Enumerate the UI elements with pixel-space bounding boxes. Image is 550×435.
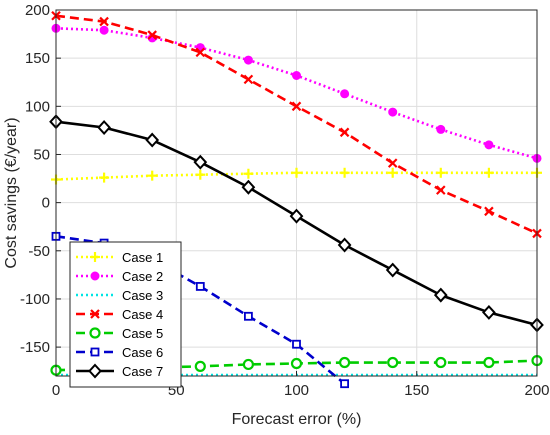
y-tick-label: -100 [20, 291, 50, 308]
data-point [339, 127, 350, 138]
data-point [385, 262, 400, 278]
data-point [241, 179, 256, 195]
legend-label: Case 1 [122, 250, 163, 265]
data-point [99, 25, 109, 35]
legend-marker [90, 309, 100, 319]
data-point [145, 132, 160, 148]
data-point [337, 237, 352, 253]
data-point [289, 208, 304, 224]
data-point [483, 167, 494, 178]
data-point [436, 124, 446, 134]
data-point [433, 287, 448, 303]
y-tick-label: 100 [25, 98, 50, 115]
data-point [340, 379, 350, 389]
legend-item: Case 3 [76, 288, 163, 303]
data-point [387, 356, 399, 369]
data-point [435, 167, 446, 178]
data-point [147, 170, 158, 181]
data-point [387, 158, 398, 168]
y-axis-label: Cost savings (€/year) [3, 117, 20, 268]
legend-marker [90, 347, 100, 357]
data-point [99, 172, 110, 183]
series-7 [49, 114, 544, 333]
data-point [195, 169, 206, 180]
x-tick-label: 0 [52, 382, 60, 399]
series-1 [51, 167, 542, 185]
x-tick-label: 100 [284, 382, 309, 399]
data-point [194, 360, 206, 372]
x-axis-label: Forecast error (%) [232, 411, 362, 428]
data-point [193, 154, 208, 170]
y-tick-label: 150 [25, 50, 50, 67]
legend-marker [89, 327, 101, 339]
legend-label: Case 4 [122, 307, 163, 322]
legend-marker [88, 363, 102, 379]
data-point [99, 16, 109, 27]
data-point [484, 140, 494, 150]
data-point [340, 89, 350, 99]
data-point [147, 30, 157, 40]
data-point [388, 107, 398, 117]
data-point [387, 167, 398, 178]
data-point [291, 101, 302, 112]
y-tick-label: 50 [33, 146, 50, 163]
legend-label: Case 2 [122, 269, 163, 284]
data-point [484, 206, 494, 217]
legend-label: Case 5 [122, 326, 163, 341]
y-tick-label: -50 [28, 243, 50, 260]
legend-label: Case 6 [122, 345, 163, 360]
data-point [243, 74, 254, 85]
data-point [290, 357, 303, 370]
x-tick-label: 150 [404, 382, 429, 399]
legend-item: Case 1 [76, 250, 163, 265]
y-tick-label: 200 [25, 2, 50, 19]
data-point [242, 358, 254, 371]
data-point [339, 356, 351, 369]
legend-label: Case 7 [122, 364, 163, 379]
data-point [195, 47, 206, 58]
x-tick-label: 200 [524, 382, 549, 399]
series-5 [50, 354, 543, 376]
legend-item: Case 5 [76, 326, 163, 341]
legend-item: Case 6 [76, 345, 163, 360]
data-point [292, 70, 301, 80]
legend-marker [90, 271, 100, 281]
data-point [483, 356, 495, 369]
data-point [243, 168, 254, 179]
y-tick-label: -150 [20, 339, 50, 356]
legend-marker [90, 252, 100, 262]
data-point [482, 304, 496, 320]
data-point [339, 167, 350, 178]
data-point [435, 356, 447, 369]
legend-item: Case 2 [76, 269, 163, 284]
y-tick-label: 0 [42, 195, 50, 212]
data-point [292, 339, 301, 349]
legend: Case 1 Case 2 Case 3 Case 4 Case 5 Case 6 Case… [69, 241, 182, 388]
data-point [97, 120, 111, 135]
data-point [243, 311, 253, 321]
legend-item: Case 4 [76, 307, 163, 322]
data-point [243, 55, 253, 65]
legend-box [69, 241, 182, 388]
legend-label: Case 3 [122, 288, 163, 303]
data-point [195, 282, 205, 291]
data-point [291, 167, 302, 178]
legend-item: Case 7 [76, 363, 163, 379]
data-point [436, 185, 446, 195]
